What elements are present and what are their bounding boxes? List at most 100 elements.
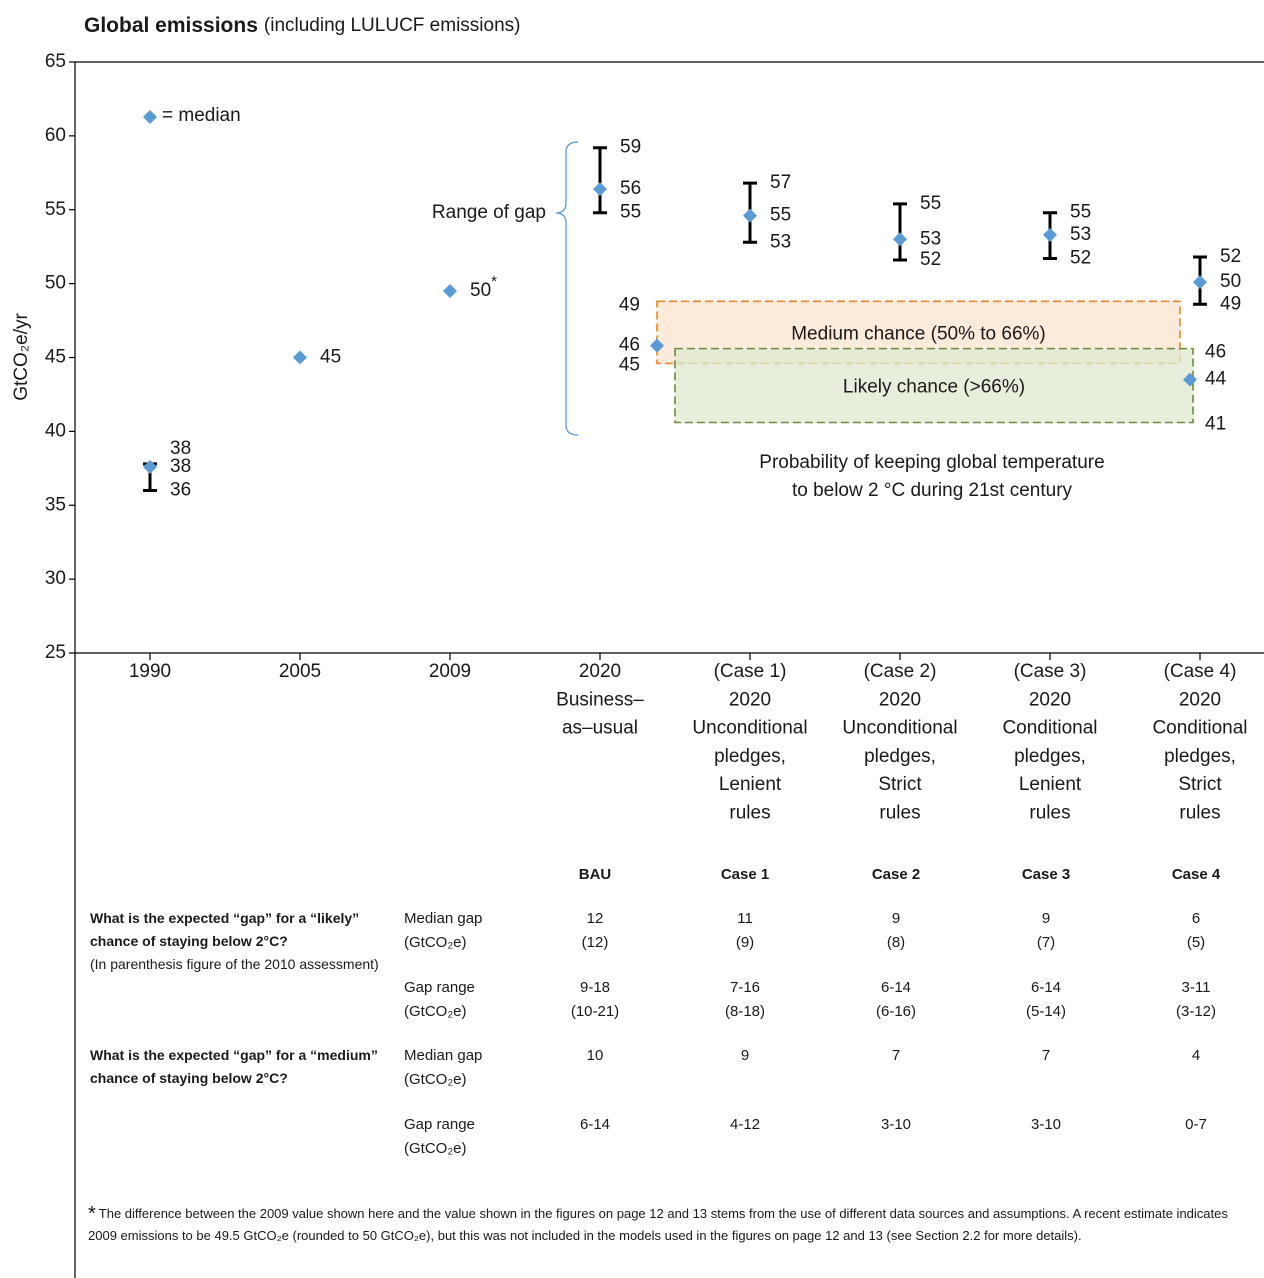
- x-tick-label: pledges,: [714, 746, 786, 767]
- range-high-label: 55: [1070, 202, 1091, 223]
- range-high-label: 59: [620, 137, 641, 158]
- x-tick-label: 2020: [579, 661, 621, 682]
- table-cell: 12: [586, 910, 604, 927]
- x-tick-label: as–usual: [562, 718, 638, 739]
- median-label: 53: [920, 228, 941, 249]
- table-cell: 3-10: [1030, 1116, 1062, 1133]
- column-header: BAU: [578, 866, 612, 883]
- table-cell: 7: [891, 1047, 901, 1064]
- table-cell: 0-7: [1185, 1116, 1207, 1133]
- range-low-label: 53: [770, 231, 791, 252]
- legend-marker: [143, 110, 157, 124]
- band-median-label: 44: [1205, 369, 1227, 390]
- band-caption: Probability of keeping global temperatur…: [759, 452, 1104, 473]
- question: What is the expected “gap” for a “medium…: [90, 1044, 390, 1090]
- band-high-label: 49: [619, 294, 640, 315]
- range-low-label: 52: [1070, 248, 1091, 269]
- x-tick-label: Strict: [1178, 774, 1222, 795]
- question-text: What is the expected “gap” for a “likely…: [90, 910, 360, 949]
- row-label: Gap range: [404, 979, 475, 996]
- table-cell: (8-18): [724, 1003, 766, 1020]
- x-tick-label: Strict: [878, 774, 922, 795]
- row-label: Median gap: [404, 1047, 483, 1064]
- median-point: [893, 232, 907, 247]
- table-cell: 4-12: [729, 1116, 761, 1133]
- median-label-mark: *: [491, 273, 497, 290]
- y-tick-label: 40: [45, 420, 66, 441]
- x-tick-label: 2020: [729, 689, 771, 710]
- y-tick-label: 55: [45, 199, 66, 220]
- table-cell: (5): [1186, 934, 1206, 951]
- x-tick-label: (Case 4): [1164, 661, 1237, 682]
- row-label: Gap range: [404, 1116, 475, 1133]
- x-tick-label: Unconditional: [692, 718, 807, 739]
- footnote-text: The difference between the 2009 value sh…: [88, 1206, 1228, 1243]
- median-point: [1043, 227, 1057, 242]
- x-tick-label: rules: [879, 803, 920, 824]
- x-tick-label: Lenient: [1019, 774, 1082, 795]
- y-tick-label: 30: [45, 568, 66, 589]
- y-tick-label: 50: [45, 273, 66, 294]
- column-header: Case 2: [871, 866, 921, 883]
- table-cell: 3-10: [880, 1116, 912, 1133]
- median-point: [1193, 275, 1207, 290]
- range-annotation: Range of gap: [432, 202, 546, 223]
- median-label: 53: [1070, 224, 1091, 245]
- x-tick-label: Conditional: [1152, 718, 1247, 739]
- table-cell: 7: [1041, 1047, 1051, 1064]
- x-tick-label: 2020: [879, 689, 921, 710]
- chart-title: Global emissions: [84, 14, 258, 37]
- median-label: 55: [770, 205, 791, 226]
- table-cell: 6-14: [579, 1116, 611, 1133]
- row-label: (GtCO₂e): [404, 1003, 467, 1020]
- column-header: Case 4: [1171, 866, 1221, 883]
- band-low-label: 45: [619, 354, 640, 375]
- chart-title-group: Global emissions (including LULUCF emissi…: [84, 14, 520, 37]
- x-tick-label: 2005: [279, 661, 321, 682]
- table-cell: 11: [737, 910, 753, 927]
- table-cell: (10-21): [570, 1003, 620, 1020]
- chart-subtitle: (including LULUCF emissions): [264, 15, 521, 36]
- x-tick-label: 1990: [129, 661, 171, 682]
- x-tick-label: 2009: [429, 661, 471, 682]
- table-cell: (12): [581, 934, 609, 951]
- range-low-label: 36: [170, 479, 191, 500]
- table-cell: 9-18: [579, 979, 611, 996]
- median-label: 38: [170, 456, 191, 477]
- band-label: Medium chance (50% to 66%): [791, 323, 1046, 344]
- band-box: [674, 347, 1194, 424]
- median-point: [443, 284, 457, 299]
- x-tick-label: rules: [729, 803, 770, 824]
- y-tick-label: 65: [45, 51, 66, 72]
- median-label: 50: [1220, 271, 1241, 292]
- x-tick-label: Conditional: [1002, 718, 1097, 739]
- legend-label: = median: [162, 105, 241, 126]
- question-text: What is the expected “gap” for a “medium…: [90, 1047, 378, 1086]
- footnote-mark: *: [88, 1203, 96, 1225]
- x-tick-label: 2020: [1029, 689, 1071, 710]
- y-tick-label: 45: [45, 347, 66, 368]
- table-cell: (6-16): [875, 1003, 917, 1020]
- question: What is the expected “gap” for a “likely…: [90, 907, 390, 976]
- table-cell: (8): [886, 934, 906, 951]
- row-label: (GtCO₂e): [404, 1140, 467, 1157]
- table-cell: 9: [1041, 910, 1051, 927]
- table-cell: 6-14: [880, 979, 912, 996]
- footnote: * The difference between the 2009 value s…: [88, 1203, 1248, 1246]
- band-label: Likely chance (>66%): [843, 377, 1025, 398]
- table-cell: 6-14: [1030, 979, 1062, 996]
- table-cell: 10: [586, 1047, 604, 1064]
- y-tick-label: 25: [45, 642, 66, 663]
- table-cell: 9: [740, 1047, 750, 1064]
- range-low-label: 49: [1220, 293, 1241, 314]
- band-median: [1183, 372, 1197, 387]
- table-cell: 6: [1191, 910, 1201, 927]
- table-cell: 3-11: [1181, 979, 1211, 996]
- column-header: Case 1: [720, 866, 770, 883]
- question-note: (In parenthesis figure of the 2010 asses…: [90, 956, 379, 972]
- median-label-number: 50: [470, 280, 491, 301]
- table-cell: (7): [1036, 934, 1056, 951]
- y-axis-label: GtCO₂e/yr: [11, 313, 32, 401]
